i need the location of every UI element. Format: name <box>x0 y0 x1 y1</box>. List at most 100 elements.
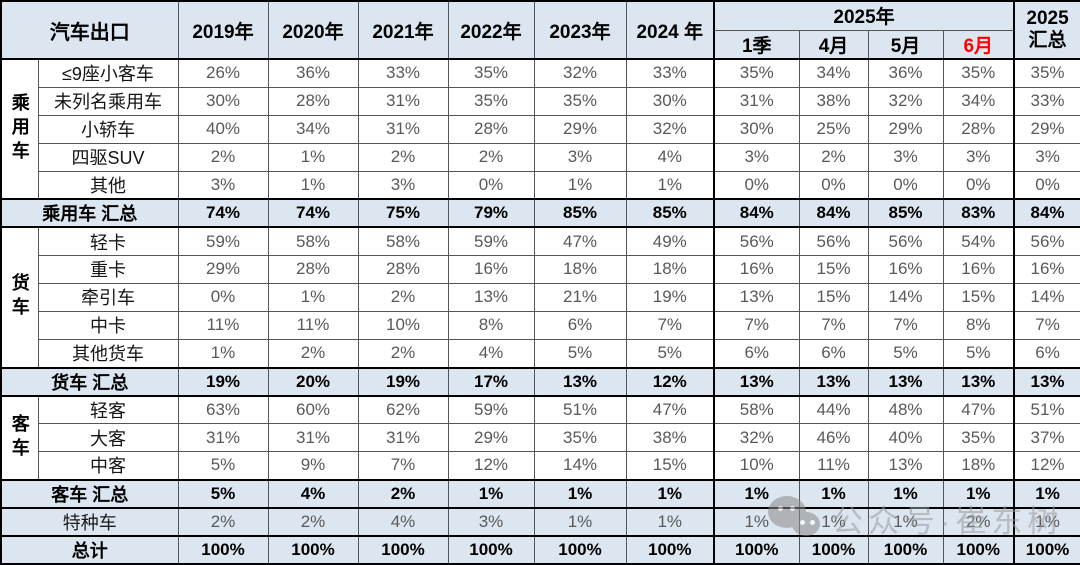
value-cell: 35% <box>533 423 627 453</box>
value-cell: 56% <box>713 226 800 256</box>
value-cell: 18% <box>533 254 627 284</box>
value-cell: 2% <box>447 142 535 172</box>
value-cell: 0% <box>447 170 535 200</box>
value-cell: 1% <box>533 170 627 200</box>
value-cell: 85% <box>533 198 627 229</box>
value-cell: 100% <box>798 534 869 565</box>
value-cell: 4% <box>625 142 715 172</box>
value-cell: 0% <box>867 170 944 200</box>
value-cell: 31% <box>713 86 800 116</box>
value-cell: 5% <box>177 451 269 481</box>
value-cell: 34% <box>798 58 869 88</box>
row-label: 总计 <box>0 534 179 565</box>
value-cell: 13% <box>1013 366 1080 397</box>
value-cell: 25% <box>798 114 869 144</box>
value-cell: 1% <box>267 170 359 200</box>
value-cell: 1% <box>713 507 800 537</box>
value-cell: 29% <box>447 423 535 453</box>
header-2025-total-line1: 2025 <box>1026 8 1069 30</box>
value-cell: 31% <box>357 114 449 144</box>
value-cell: 17% <box>447 366 535 397</box>
value-cell: 49% <box>625 226 715 256</box>
value-cell: 18% <box>942 451 1015 481</box>
value-cell: 8% <box>447 310 535 340</box>
value-cell: 7% <box>625 310 715 340</box>
value-cell: 59% <box>447 226 535 256</box>
table-row: 特种车 2% 2% 4% 3% 1% 1% 1% 1% 1% 2% 1% <box>0 507 1080 537</box>
value-cell: 32% <box>867 86 944 116</box>
value-cell: 16% <box>942 254 1015 284</box>
value-cell: 3% <box>447 507 535 537</box>
value-cell: 2% <box>267 507 359 537</box>
value-cell: 13% <box>942 366 1015 397</box>
header-2019: 2019年 <box>177 0 269 60</box>
value-cell: 6% <box>713 338 800 369</box>
value-cell: 16% <box>447 254 535 284</box>
value-cell: 26% <box>177 58 269 88</box>
value-cell: 59% <box>177 226 269 256</box>
value-cell: 2% <box>357 338 449 369</box>
value-cell: 100% <box>942 534 1015 565</box>
value-cell: 100% <box>357 534 449 565</box>
value-cell: 16% <box>1013 254 1080 284</box>
value-cell: 19% <box>177 366 269 397</box>
value-cell: 40% <box>867 423 944 453</box>
header-may: 5月 <box>867 29 944 60</box>
table-row: 重卡 29% 28% 28% 16% 18% 18% 16% 15% 16% 16% 16% <box>1 254 1080 284</box>
value-cell: 5% <box>533 338 627 369</box>
table-row: 乘用车 ≤9座小客车 26% 36% 33% 35% 32% 33% 35% 34% 36% 35% 3… <box>0 58 1080 200</box>
value-cell: 38% <box>798 86 869 116</box>
value-cell: 15% <box>798 254 869 284</box>
value-cell: 16% <box>867 254 944 284</box>
value-cell: 2% <box>357 478 449 509</box>
value-cell: 28% <box>267 86 359 116</box>
value-cell: 0% <box>798 170 869 200</box>
value-cell: 40% <box>177 114 269 144</box>
table-row: 货车 轻卡 59% 58% 58% 59% 47% 49% 56% 56% 56% 54% 56% <box>0 226 1080 369</box>
value-cell: 32% <box>713 423 800 453</box>
value-cell: 100% <box>1013 534 1080 565</box>
value-cell: 30% <box>713 114 800 144</box>
value-cell: 100% <box>867 534 944 565</box>
value-cell: 6% <box>798 338 869 369</box>
value-cell: 0% <box>942 170 1015 200</box>
row-label: 乘用车 汇总 <box>0 198 179 229</box>
value-cell: 28% <box>267 254 359 284</box>
value-cell: 19% <box>625 282 715 312</box>
value-cell: 33% <box>1013 86 1080 116</box>
row-label: 中客 <box>37 451 179 481</box>
value-cell: 5% <box>177 478 269 509</box>
value-cell: 1% <box>177 338 269 369</box>
value-cell: 4% <box>357 507 449 537</box>
value-cell: 5% <box>867 338 944 369</box>
value-cell: 35% <box>447 58 535 88</box>
value-cell: 29% <box>1013 114 1080 144</box>
value-cell: 20% <box>267 366 359 397</box>
value-cell: 1% <box>625 478 715 509</box>
value-cell: 4% <box>447 338 535 369</box>
value-cell: 84% <box>798 198 869 229</box>
value-cell: 85% <box>625 198 715 229</box>
value-cell: 10% <box>357 310 449 340</box>
value-cell: 33% <box>625 58 715 88</box>
value-cell: 46% <box>798 423 869 453</box>
table-row: 小轿车 40% 34% 31% 28% 29% 32% 30% 25% 29% 28% 29% <box>1 114 1080 144</box>
value-cell: 100% <box>177 534 269 565</box>
value-cell: 13% <box>798 366 869 397</box>
value-cell: 4% <box>267 478 359 509</box>
value-cell: 3% <box>177 170 269 200</box>
value-cell: 2% <box>357 282 449 312</box>
value-cell: 13% <box>713 282 800 312</box>
value-cell: 6% <box>533 310 627 340</box>
row-group-label: 客车 <box>0 395 39 481</box>
value-cell: 28% <box>447 114 535 144</box>
header-2025-group: 2025年 <box>712 0 1015 31</box>
value-cell: 6% <box>1013 338 1080 369</box>
row-label: 未列名乘用车 <box>37 86 179 116</box>
row-label: 大客 <box>37 423 179 453</box>
value-cell: 47% <box>942 395 1015 425</box>
value-cell: 100% <box>533 534 627 565</box>
value-cell: 29% <box>533 114 627 144</box>
value-cell: 1% <box>625 170 715 200</box>
value-cell: 13% <box>447 282 535 312</box>
